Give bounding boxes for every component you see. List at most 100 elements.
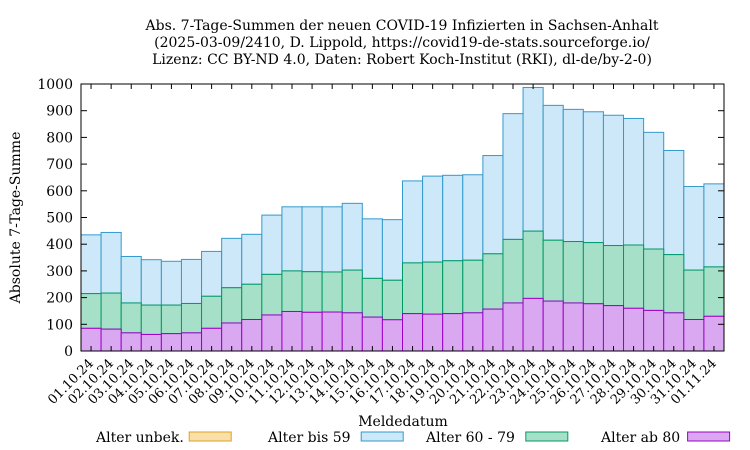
bars-layer — [80, 86, 725, 352]
bar-alter-60-79-12 — [321, 271, 343, 313]
legend-swatch-alter-ab-80 — [687, 431, 731, 442]
bar-alter-60-79-16 — [402, 262, 424, 315]
bar-alter-bis-59-4 — [160, 260, 182, 306]
bar-alter-60-79-30 — [683, 269, 705, 321]
y-tick-label-200: 200 — [46, 291, 73, 307]
bar-alter-60-79-5 — [180, 302, 203, 334]
bar-alter-ab-80-14 — [361, 316, 383, 352]
bar-alter-bis-59-13 — [341, 202, 363, 271]
bar-alter-bis-59-14 — [361, 218, 383, 279]
bar-alter-bis-59-19 — [462, 174, 484, 261]
bar-alter-bis-59-31 — [703, 183, 725, 268]
bar-alter-60-79-19 — [462, 259, 484, 314]
bar-alter-60-79-22 — [522, 230, 544, 299]
y-tick-label-0: 0 — [64, 344, 73, 360]
bar-alter-60-79-25 — [582, 242, 604, 305]
bar-alter-ab-80-11 — [301, 311, 323, 352]
bar-alter-ab-80-31 — [703, 315, 725, 352]
bar-alter-bis-59-27 — [623, 117, 645, 246]
legend-label-alter-ab-80: Alter ab 80 — [600, 430, 680, 446]
bar-alter-60-79-10 — [281, 270, 303, 312]
bar-alter-60-79-14 — [361, 277, 383, 318]
bar-alter-60-79-9 — [261, 273, 283, 316]
bar-alter-bis-59-11 — [301, 206, 323, 273]
bar-alter-60-79-11 — [301, 271, 323, 313]
bar-alter-60-79-29 — [663, 254, 685, 314]
bar-alter-bis-59-10 — [281, 206, 303, 272]
bar-alter-ab-80-18 — [442, 313, 464, 352]
bar-alter-60-79-24 — [562, 241, 584, 304]
bar-alter-bis-59-30 — [683, 186, 705, 271]
y-tick-label-300: 300 — [46, 264, 73, 280]
title-line-2: (2025-03-09/2410, D. Lippold, https://co… — [154, 35, 650, 51]
bar-alter-bis-59-25 — [582, 111, 604, 244]
bar-alter-ab-80-12 — [321, 311, 343, 352]
bar-alter-bis-59-1 — [100, 231, 122, 294]
bar-alter-60-79-7 — [221, 287, 243, 324]
bar-alter-60-79-27 — [623, 244, 645, 309]
bar-alter-bis-59-22 — [522, 86, 544, 232]
bar-alter-ab-80-16 — [402, 313, 424, 352]
legend-label-alter-bis-59: Alter bis 59 — [267, 430, 351, 446]
bar-alter-bis-59-9 — [261, 214, 283, 275]
bar-alter-bis-59-16 — [402, 180, 424, 264]
bar-alter-ab-80-25 — [582, 303, 604, 352]
bar-alter-bis-59-21 — [502, 113, 524, 240]
axes-layer: 0100200300400500600700800900100001.10.24… — [37, 77, 725, 408]
bar-alter-60-79-3 — [140, 304, 162, 335]
bar-alter-60-79-23 — [542, 239, 564, 302]
bar-alter-bis-59-28 — [643, 131, 665, 250]
y-tick-label-800: 800 — [46, 130, 73, 146]
bar-alter-bis-59-20 — [482, 155, 504, 255]
bar-alter-60-79-31 — [703, 266, 725, 317]
legend-label-alter-60-79: Alter 60 - 79 — [425, 430, 515, 446]
y-tick-label-600: 600 — [46, 184, 73, 200]
bar-alter-bis-59-7 — [221, 237, 243, 289]
bar-alter-ab-80-24 — [562, 302, 584, 352]
title-line-1: Abs. 7-Tage-Summen der neuen COVID-19 In… — [145, 18, 659, 34]
bar-alter-60-79-26 — [602, 245, 625, 307]
bar-alter-60-79-4 — [160, 304, 182, 335]
bar-alter-ab-80-17 — [422, 313, 444, 352]
bar-alter-bis-59-17 — [422, 175, 444, 263]
y-tick-label-100: 100 — [46, 317, 73, 333]
bar-alter-bis-59-15 — [381, 219, 404, 281]
bar-alter-ab-80-21 — [502, 302, 524, 352]
bar-alter-bis-59-6 — [201, 250, 223, 297]
bar-alter-ab-80-22 — [522, 297, 544, 352]
legend: Alter unbek. Alter bis 59 Alter 60 - 79 Alt… — [95, 430, 731, 446]
x-axis-label: Meldedatum — [358, 414, 448, 430]
y-tick-label-500: 500 — [46, 211, 73, 227]
bar-alter-bis-59-12 — [321, 206, 343, 273]
bar-alter-ab-80-20 — [482, 308, 504, 352]
y-tick-label-1000: 1000 — [37, 77, 73, 93]
bar-alter-bis-59-3 — [140, 259, 162, 306]
bar-alter-ab-80-29 — [663, 312, 685, 352]
bar-alter-ab-80-13 — [341, 312, 363, 352]
bar-alter-60-79-20 — [482, 253, 504, 310]
bar-alter-ab-80-27 — [623, 307, 645, 352]
bar-alter-ab-80-9 — [261, 314, 283, 352]
bar-alter-60-79-8 — [241, 283, 263, 320]
bar-alter-bis-59-8 — [241, 233, 263, 285]
bar-alter-ab-80-23 — [542, 300, 564, 352]
bar-alter-ab-80-28 — [643, 309, 665, 352]
bar-alter-60-79-28 — [643, 248, 665, 311]
bar-alter-bis-59-18 — [442, 174, 464, 262]
bar-alter-ab-80-10 — [281, 310, 303, 352]
bar-alter-60-79-2 — [120, 302, 142, 334]
y-tick-label-900: 900 — [46, 104, 73, 120]
bar-alter-ab-80-19 — [462, 312, 484, 352]
bar-alter-60-79-6 — [201, 295, 223, 329]
legend-label-alter-unbek-: Alter unbek. — [95, 430, 184, 446]
legend-swatch-alter-unbek- — [188, 431, 232, 442]
legend-swatch-alter-60-79 — [525, 431, 569, 442]
y-axis-label: Absolute 7-Tage-Summe — [8, 132, 24, 305]
bar-alter-60-79-13 — [341, 269, 363, 314]
bar-alter-bis-59-2 — [120, 255, 142, 304]
bar-alter-bis-59-26 — [602, 114, 625, 247]
bar-alter-60-79-21 — [502, 238, 524, 304]
bar-alter-bis-59-24 — [562, 108, 584, 243]
bar-alter-bis-59-5 — [180, 258, 203, 304]
